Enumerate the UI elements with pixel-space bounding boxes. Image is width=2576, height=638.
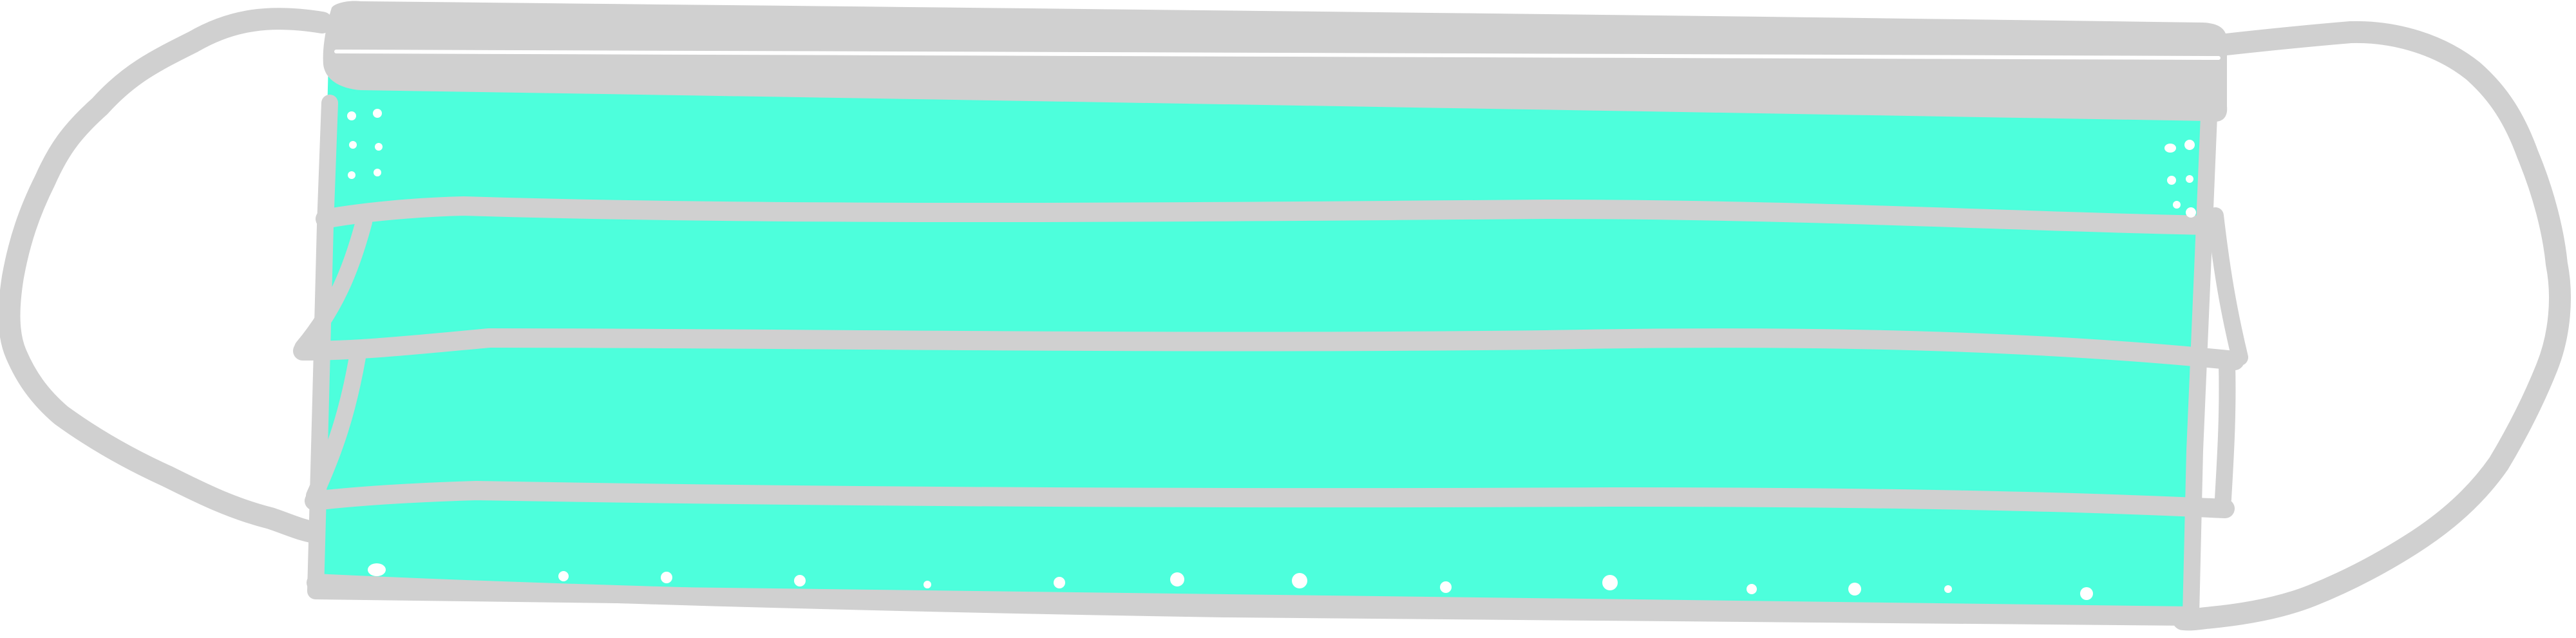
pleat-2-fold-right <box>2215 355 2236 507</box>
pleat-2 <box>293 328 2244 370</box>
speckles-left <box>347 109 383 179</box>
right-ear-loop <box>2172 21 2571 631</box>
pleat-1 <box>316 196 2219 235</box>
pleat-2-fold-left <box>306 349 366 504</box>
pleat-3 <box>305 480 2235 518</box>
nose-band-highlight <box>334 50 2221 60</box>
bottom-hem <box>307 574 2200 626</box>
pleat-1-fold-right <box>2207 207 2248 366</box>
speckles-right <box>2164 140 2196 218</box>
left-ear-loop <box>0 8 333 544</box>
pleat-1-fold-left <box>294 214 372 356</box>
nose-band <box>323 1 2228 122</box>
speckles-bottom <box>368 563 2093 600</box>
